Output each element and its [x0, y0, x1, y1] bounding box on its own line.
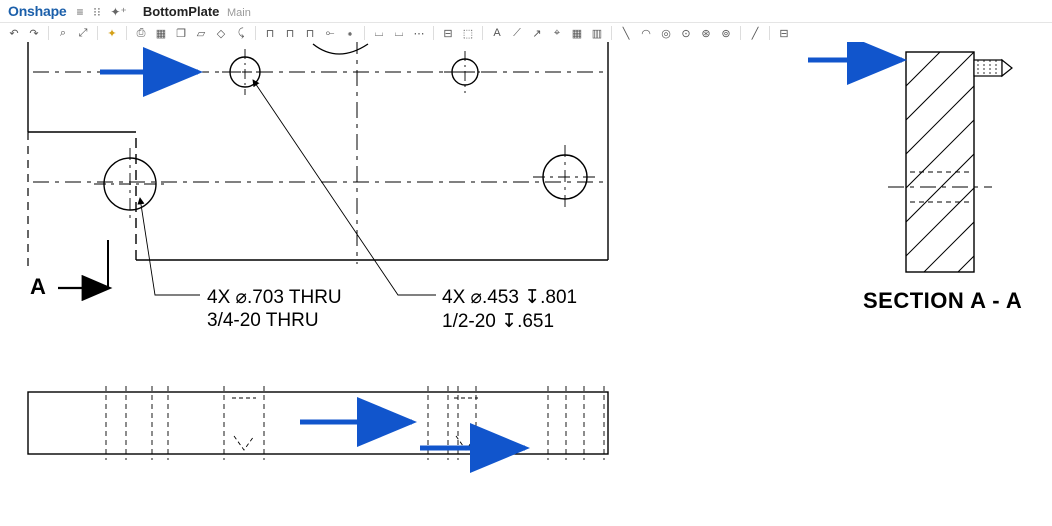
drawing-svg — [0, 42, 1052, 526]
hole-callout-1-line1: 4X ⌀.703 THRU — [207, 286, 342, 309]
toolbar-separator — [97, 26, 98, 40]
toolbar-button[interactable]: ▱ — [193, 27, 209, 40]
toolbar-button[interactable]: ⊓ — [302, 27, 318, 40]
toolbar-separator — [769, 26, 770, 40]
toolbar-button[interactable]: ⊙ — [678, 27, 694, 40]
toolbar-button[interactable]: ⬚ — [460, 27, 476, 40]
tree-icon[interactable]: ⁝⁝ — [93, 5, 101, 19]
toolbar-button[interactable]: ▦ — [569, 27, 585, 40]
toolbar-button[interactable]: ↗ — [529, 27, 545, 40]
toolbar-button[interactable]: ❐ — [173, 27, 189, 40]
toolbar-button[interactable]: ⌴ — [371, 27, 387, 40]
hole-callout-2-line2: 1/2-20 ↧.651 — [442, 310, 554, 333]
toolbar-button[interactable]: ⌖ — [549, 27, 565, 40]
toolbar-button[interactable]: ⟋ — [509, 27, 525, 40]
toolbar-button[interactable]: A — [489, 27, 505, 39]
toolbar-button[interactable]: ⊟ — [440, 27, 456, 40]
toolbar-button[interactable]: ▦ — [153, 27, 169, 40]
title-bar: Onshape ≡ ⁝⁝ ✦⁺ BottomPlate Main — [0, 0, 1052, 23]
drawing-canvas[interactable]: A 4X ⌀.703 THRU 3/4-20 THRU 4X ⌀.453 ↧.8… — [0, 42, 1052, 526]
hole-callout-1-line2: 3/4-20 THRU — [207, 310, 319, 332]
onshape-logo[interactable]: Onshape — [8, 3, 67, 19]
toolbar-separator — [482, 26, 483, 40]
toolbar-button[interactable]: ⟜ — [322, 27, 338, 40]
toolbar-button[interactable]: ↶ — [6, 27, 22, 40]
document-branch: Main — [227, 7, 251, 19]
title-icons: ≡ ⁝⁝ ✦⁺ — [77, 4, 133, 19]
toolbar-button[interactable]: ⌴ — [391, 27, 407, 40]
toolbar-button[interactable]: ⋯ — [411, 27, 427, 40]
toolbar-button[interactable]: ◎ — [658, 27, 674, 40]
menu-icon[interactable]: ≡ — [77, 5, 84, 19]
toolbar: ↶ ↷ ⌕ ⤢ ✦ ⎙ ▦ ❐ ▱ ◇ ⤹ ⊓ ⊓ ⊓ ⟜ ꘎ ⌴ ⌴ ⋯ ⊟ ⬚ A ⟋ ↗ ⌖ ▦ ▥ ╲ ◠ ◎ ⊙ ⊛ ⊚ ╱ ⊟ — [0, 23, 1052, 44]
insert-icon[interactable]: ✦⁺ — [110, 5, 126, 19]
toolbar-button[interactable]: ⤢ — [75, 27, 91, 40]
hole-callout-2-line1: 4X ⌀.453 ↧.801 — [442, 286, 577, 309]
toolbar-button[interactable]: ⎙ — [133, 27, 149, 40]
toolbar-button[interactable]: ⤹ — [233, 27, 249, 40]
toolbar-button[interactable]: ✦ — [104, 27, 120, 40]
toolbar-separator — [126, 26, 127, 40]
section-title: SECTION A - A — [863, 288, 1022, 314]
toolbar-separator — [433, 26, 434, 40]
toolbar-button[interactable]: ⊓ — [262, 27, 278, 40]
toolbar-separator — [740, 26, 741, 40]
toolbar-button[interactable]: ⌕ — [55, 27, 71, 40]
toolbar-button[interactable]: ╱ — [747, 27, 763, 40]
toolbar-button[interactable]: ▥ — [589, 27, 605, 40]
toolbar-button[interactable]: ⊟ — [776, 27, 792, 40]
toolbar-button[interactable]: ╲ — [618, 27, 634, 40]
document-title[interactable]: BottomPlate — [143, 4, 220, 19]
toolbar-button[interactable]: ⊛ — [698, 27, 714, 40]
toolbar-separator — [364, 26, 365, 40]
section-arrow-label: A — [30, 274, 46, 300]
toolbar-button[interactable]: ◇ — [213, 27, 229, 40]
toolbar-button[interactable]: ⊚ — [718, 27, 734, 40]
toolbar-button[interactable]: ⊓ — [282, 27, 298, 40]
toolbar-separator — [255, 26, 256, 40]
toolbar-separator — [48, 26, 49, 40]
toolbar-button[interactable]: ꘎ — [342, 27, 358, 40]
toolbar-button[interactable]: ↷ — [26, 27, 42, 40]
toolbar-separator — [611, 26, 612, 40]
toolbar-button[interactable]: ◠ — [638, 27, 654, 40]
